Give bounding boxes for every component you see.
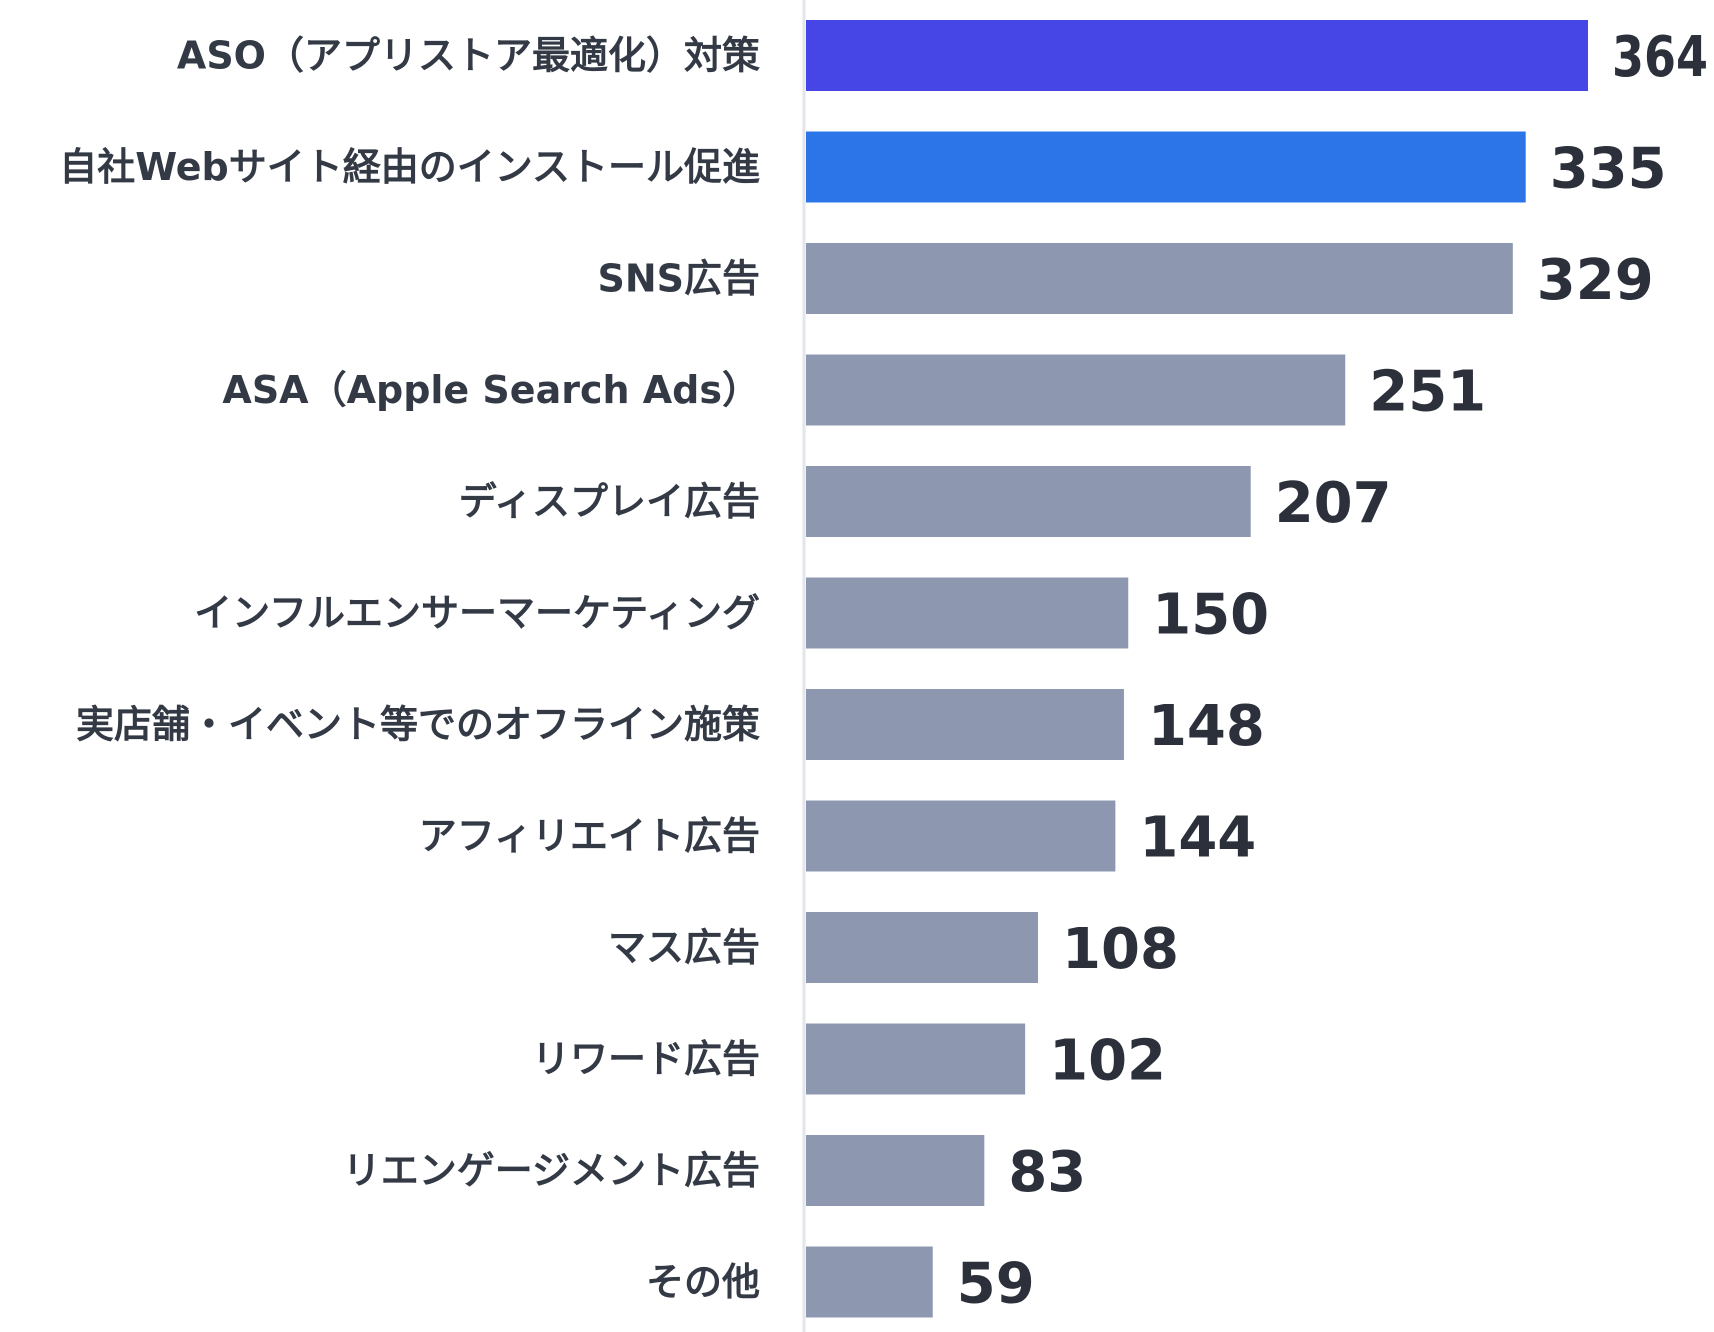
- value-label: 207: [1275, 471, 1392, 536]
- category-label: リエンゲージメント広告: [343, 1149, 760, 1193]
- value-label: 144: [1139, 806, 1256, 871]
- value-label: 148: [1148, 694, 1265, 759]
- value-label: 83: [1008, 1140, 1086, 1205]
- category-label: インフルエンサーマーケティング: [194, 591, 760, 635]
- category-label: アフィリエイト広告: [419, 814, 760, 858]
- bars: [806, 20, 1588, 1318]
- bar: [806, 243, 1513, 314]
- bar: [806, 1246, 933, 1318]
- bar: [806, 689, 1124, 760]
- bar: [806, 1023, 1026, 1095]
- value-label: 364: [1612, 25, 1708, 90]
- bar: [806, 800, 1116, 872]
- value-label: 108: [1062, 917, 1179, 982]
- bar: [806, 1135, 985, 1206]
- category-label: その他: [646, 1260, 760, 1304]
- value-label: 335: [1550, 137, 1667, 202]
- bar: [806, 912, 1039, 983]
- bar: [806, 20, 1588, 91]
- category-label: 自社Webサイト経由のインストール促進: [59, 145, 760, 189]
- category-label: ASA（Apple Search Ads）: [222, 368, 760, 412]
- value-label: 59: [957, 1252, 1035, 1317]
- value-label: 251: [1369, 360, 1486, 425]
- category-label: 実店舗・イベント等でのオフライン施策: [76, 703, 760, 747]
- category-label: ASO（アプリストア最適化）対策: [177, 34, 760, 78]
- value-label: 329: [1537, 248, 1654, 313]
- category-label: SNS広告: [597, 257, 760, 301]
- value-label: 150: [1152, 583, 1269, 648]
- bar: [806, 354, 1346, 426]
- category-label: ディスプレイ広告: [459, 480, 760, 524]
- bar: [806, 577, 1129, 649]
- value-label: 102: [1049, 1029, 1166, 1094]
- category-label: リワード広告: [532, 1037, 760, 1081]
- bar: [806, 131, 1526, 203]
- bar: [806, 466, 1251, 537]
- category-label: マス広告: [608, 926, 760, 970]
